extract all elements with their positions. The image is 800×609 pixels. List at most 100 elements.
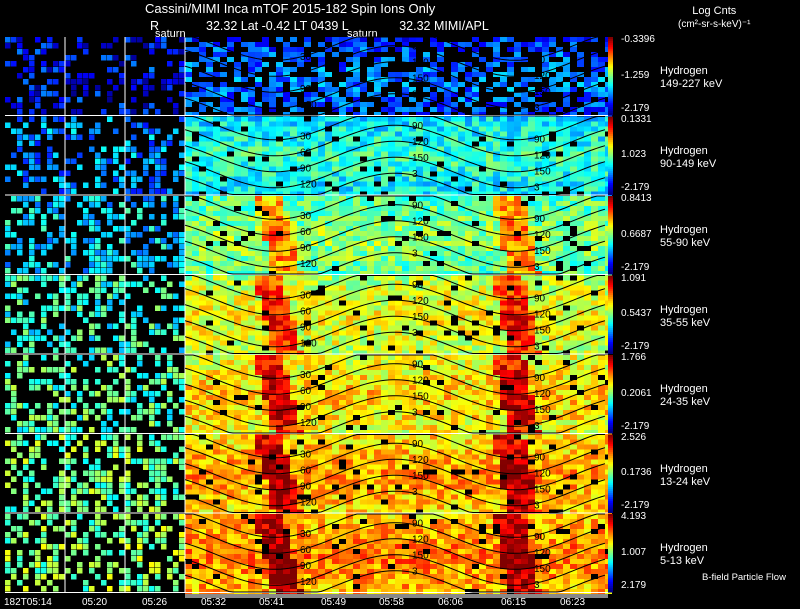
data-pixel — [465, 261, 472, 266]
colorbar-segment — [608, 76, 613, 79]
data-pixel — [353, 102, 360, 107]
data-pixel — [332, 221, 339, 226]
data-pixel — [206, 340, 213, 346]
data-pixel — [360, 400, 367, 405]
colorbar-segment — [608, 250, 613, 254]
data-pixel — [381, 166, 388, 172]
data-pixel — [290, 87, 297, 92]
data-pixel — [276, 77, 283, 82]
data-pixel — [395, 430, 402, 435]
data-pixel — [500, 290, 507, 296]
data-pixel — [155, 256, 161, 262]
data-pixel — [325, 171, 332, 177]
data-pixel — [521, 97, 528, 102]
data-pixel — [507, 261, 514, 266]
data-pixel — [131, 85, 137, 91]
data-pixel — [17, 49, 23, 55]
data-pixel — [23, 317, 29, 323]
data-pixel — [248, 42, 255, 47]
data-pixel — [500, 310, 507, 316]
colorbar-segment — [608, 199, 613, 203]
data-pixel — [388, 290, 395, 296]
data-pixel — [297, 380, 304, 385]
data-pixel — [59, 268, 65, 274]
data-pixel — [479, 186, 486, 192]
data-pixel — [556, 156, 563, 162]
data-pixel — [59, 128, 65, 134]
data-pixel — [528, 146, 535, 152]
data-pixel — [514, 216, 521, 221]
data-pixel — [71, 238, 77, 244]
data-pixel — [119, 61, 125, 67]
contour-label: 150 — [534, 246, 551, 257]
data-pixel — [283, 92, 290, 97]
data-pixel — [521, 305, 528, 311]
data-pixel — [227, 355, 234, 360]
data-pixel — [107, 323, 113, 329]
colorbar-segment — [608, 324, 613, 327]
data-pixel — [430, 216, 437, 221]
data-pixel — [346, 151, 353, 157]
data-pixel — [395, 300, 402, 306]
data-pixel — [234, 37, 241, 42]
data-pixel — [199, 136, 206, 142]
data-pixel — [220, 126, 227, 132]
data-pixel — [451, 62, 458, 67]
data-pixel — [269, 141, 276, 147]
data-pixel — [131, 170, 137, 176]
data-pixel — [507, 37, 514, 42]
data-pixel — [423, 211, 430, 216]
data-pixel — [416, 335, 423, 341]
data-pixel — [381, 206, 388, 211]
data-pixel — [402, 112, 409, 117]
data-pixel — [269, 405, 276, 410]
data-pixel — [339, 136, 346, 142]
data-pixel — [332, 191, 339, 197]
data-pixel — [423, 121, 430, 127]
data-pixel — [173, 367, 179, 373]
data-pixel — [360, 375, 367, 380]
contour-label: 90 — [534, 294, 546, 305]
data-pixel — [173, 232, 179, 238]
data-pixel — [206, 57, 213, 62]
pitch-angle-contour — [184, 236, 606, 268]
data-pixel — [493, 211, 500, 216]
data-pixel — [161, 37, 167, 43]
data-pixel — [332, 92, 339, 97]
data-pixel — [465, 231, 472, 236]
data-pixel — [276, 166, 283, 172]
data-pixel — [234, 380, 241, 385]
data-pixel — [149, 214, 155, 220]
data-pixel — [283, 121, 290, 127]
data-pixel — [339, 171, 346, 177]
data-pixel — [255, 295, 262, 301]
data-pixel — [227, 87, 234, 92]
data-pixel — [234, 201, 241, 206]
data-pixel — [89, 335, 95, 341]
data-pixel — [269, 72, 276, 77]
data-pixel — [542, 340, 549, 346]
data-pixel — [220, 305, 227, 311]
data-pixel — [220, 47, 227, 52]
data-pixel — [521, 116, 528, 122]
data-pixel — [549, 236, 556, 241]
data-pixel — [444, 315, 451, 321]
data-pixel — [83, 214, 89, 220]
data-pixel — [185, 355, 192, 360]
data-pixel — [584, 176, 591, 182]
data-pixel — [255, 420, 262, 425]
data-pixel — [374, 186, 381, 192]
data-pixel — [598, 107, 605, 112]
data-pixel — [155, 170, 161, 176]
data-pixel — [437, 280, 444, 286]
data-pixel — [137, 341, 143, 347]
data-pixel — [388, 241, 395, 246]
data-pixel — [444, 261, 451, 266]
data-pixel — [451, 102, 458, 107]
data-pixel — [339, 340, 346, 346]
data-pixel — [304, 221, 311, 226]
colorbar-segment — [608, 132, 613, 135]
data-pixel — [77, 415, 83, 421]
data-pixel — [325, 261, 332, 266]
data-pixel — [598, 161, 605, 167]
